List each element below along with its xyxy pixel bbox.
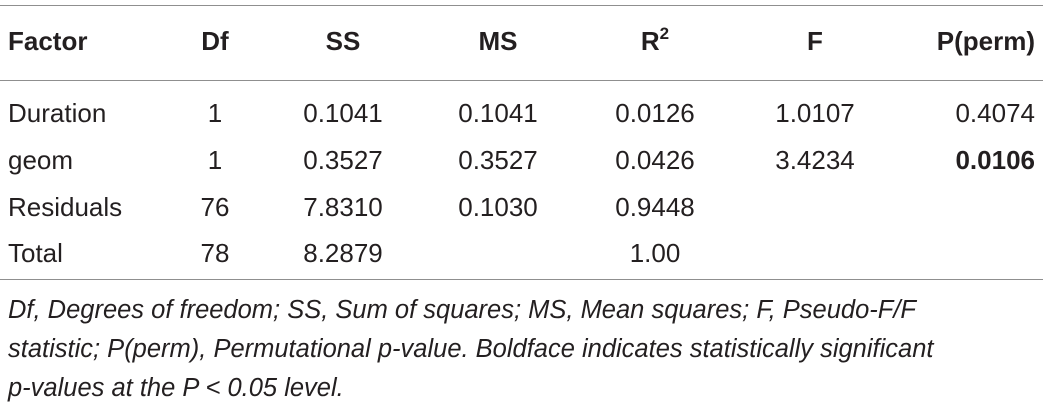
cell-ss: 0.3527	[303, 145, 383, 175]
cell-f: 3.4234	[775, 145, 855, 175]
cell-df: 78	[200, 238, 230, 268]
table-header-row: Factor Df SS MS R2 F P(perm)	[0, 18, 1043, 64]
cell-p-perm: 0.4074	[955, 98, 1035, 128]
header-ms: MS	[478, 26, 518, 56]
cell-p-perm-significant: 0.0106	[955, 145, 1035, 175]
footnote-line: statistic; P(perm), Permutational p-valu…	[8, 335, 934, 363]
cell-r2: 0.0426	[615, 145, 695, 175]
cell-ss: 8.2879	[303, 238, 383, 268]
cell-ms: 0.3527	[458, 145, 538, 175]
header-r2: R2	[590, 18, 720, 64]
header-r2-base: R	[640, 26, 660, 56]
table-row: Total 78 8.2879 1.00	[0, 230, 1043, 276]
top-rule	[0, 5, 1043, 6]
bottom-rule	[0, 279, 1043, 280]
cell-factor: Total	[8, 238, 63, 268]
footnote-line: p-values at the P < 0.05 level.	[8, 374, 344, 402]
cell-factor: Duration	[8, 98, 107, 128]
header-factor: Factor	[8, 26, 88, 56]
table-row: Duration 1 0.1041 0.1041 0.0126 1.0107 0…	[0, 90, 1043, 136]
header-df: Df	[201, 26, 229, 56]
header-r2-superscript: 2	[659, 24, 670, 43]
cell-r2: 1.00	[629, 238, 681, 268]
cell-r2: 0.9448	[615, 192, 695, 222]
header-p-perm: P(perm)	[936, 26, 1035, 56]
cell-r2: 0.0126	[615, 98, 695, 128]
cell-ss: 7.8310	[303, 192, 383, 222]
header-f: F	[807, 26, 823, 56]
table-row: geom 1 0.3527 0.3527 0.0426 3.4234 0.010…	[0, 137, 1043, 183]
cell-df: 1	[207, 98, 223, 128]
cell-ms: 0.1030	[458, 192, 538, 222]
header-ss: SS	[325, 26, 361, 56]
cell-ms: 0.1041	[458, 98, 538, 128]
footnote-line: Df, Degrees of freedom; SS, Sum of squar…	[8, 296, 917, 324]
cell-f: 1.0107	[775, 98, 855, 128]
table-row: Residuals 76 7.8310 0.1030 0.9448	[0, 184, 1043, 230]
cell-df: 76	[200, 192, 230, 222]
header-rule	[0, 80, 1043, 81]
cell-ss: 0.1041	[303, 98, 383, 128]
cell-factor: geom	[8, 145, 74, 175]
cell-df: 1	[207, 145, 223, 175]
table-footnote: Df, Degrees of freedom; SS, Sum of squar…	[8, 291, 1038, 408]
cell-factor: Residuals	[8, 192, 123, 222]
